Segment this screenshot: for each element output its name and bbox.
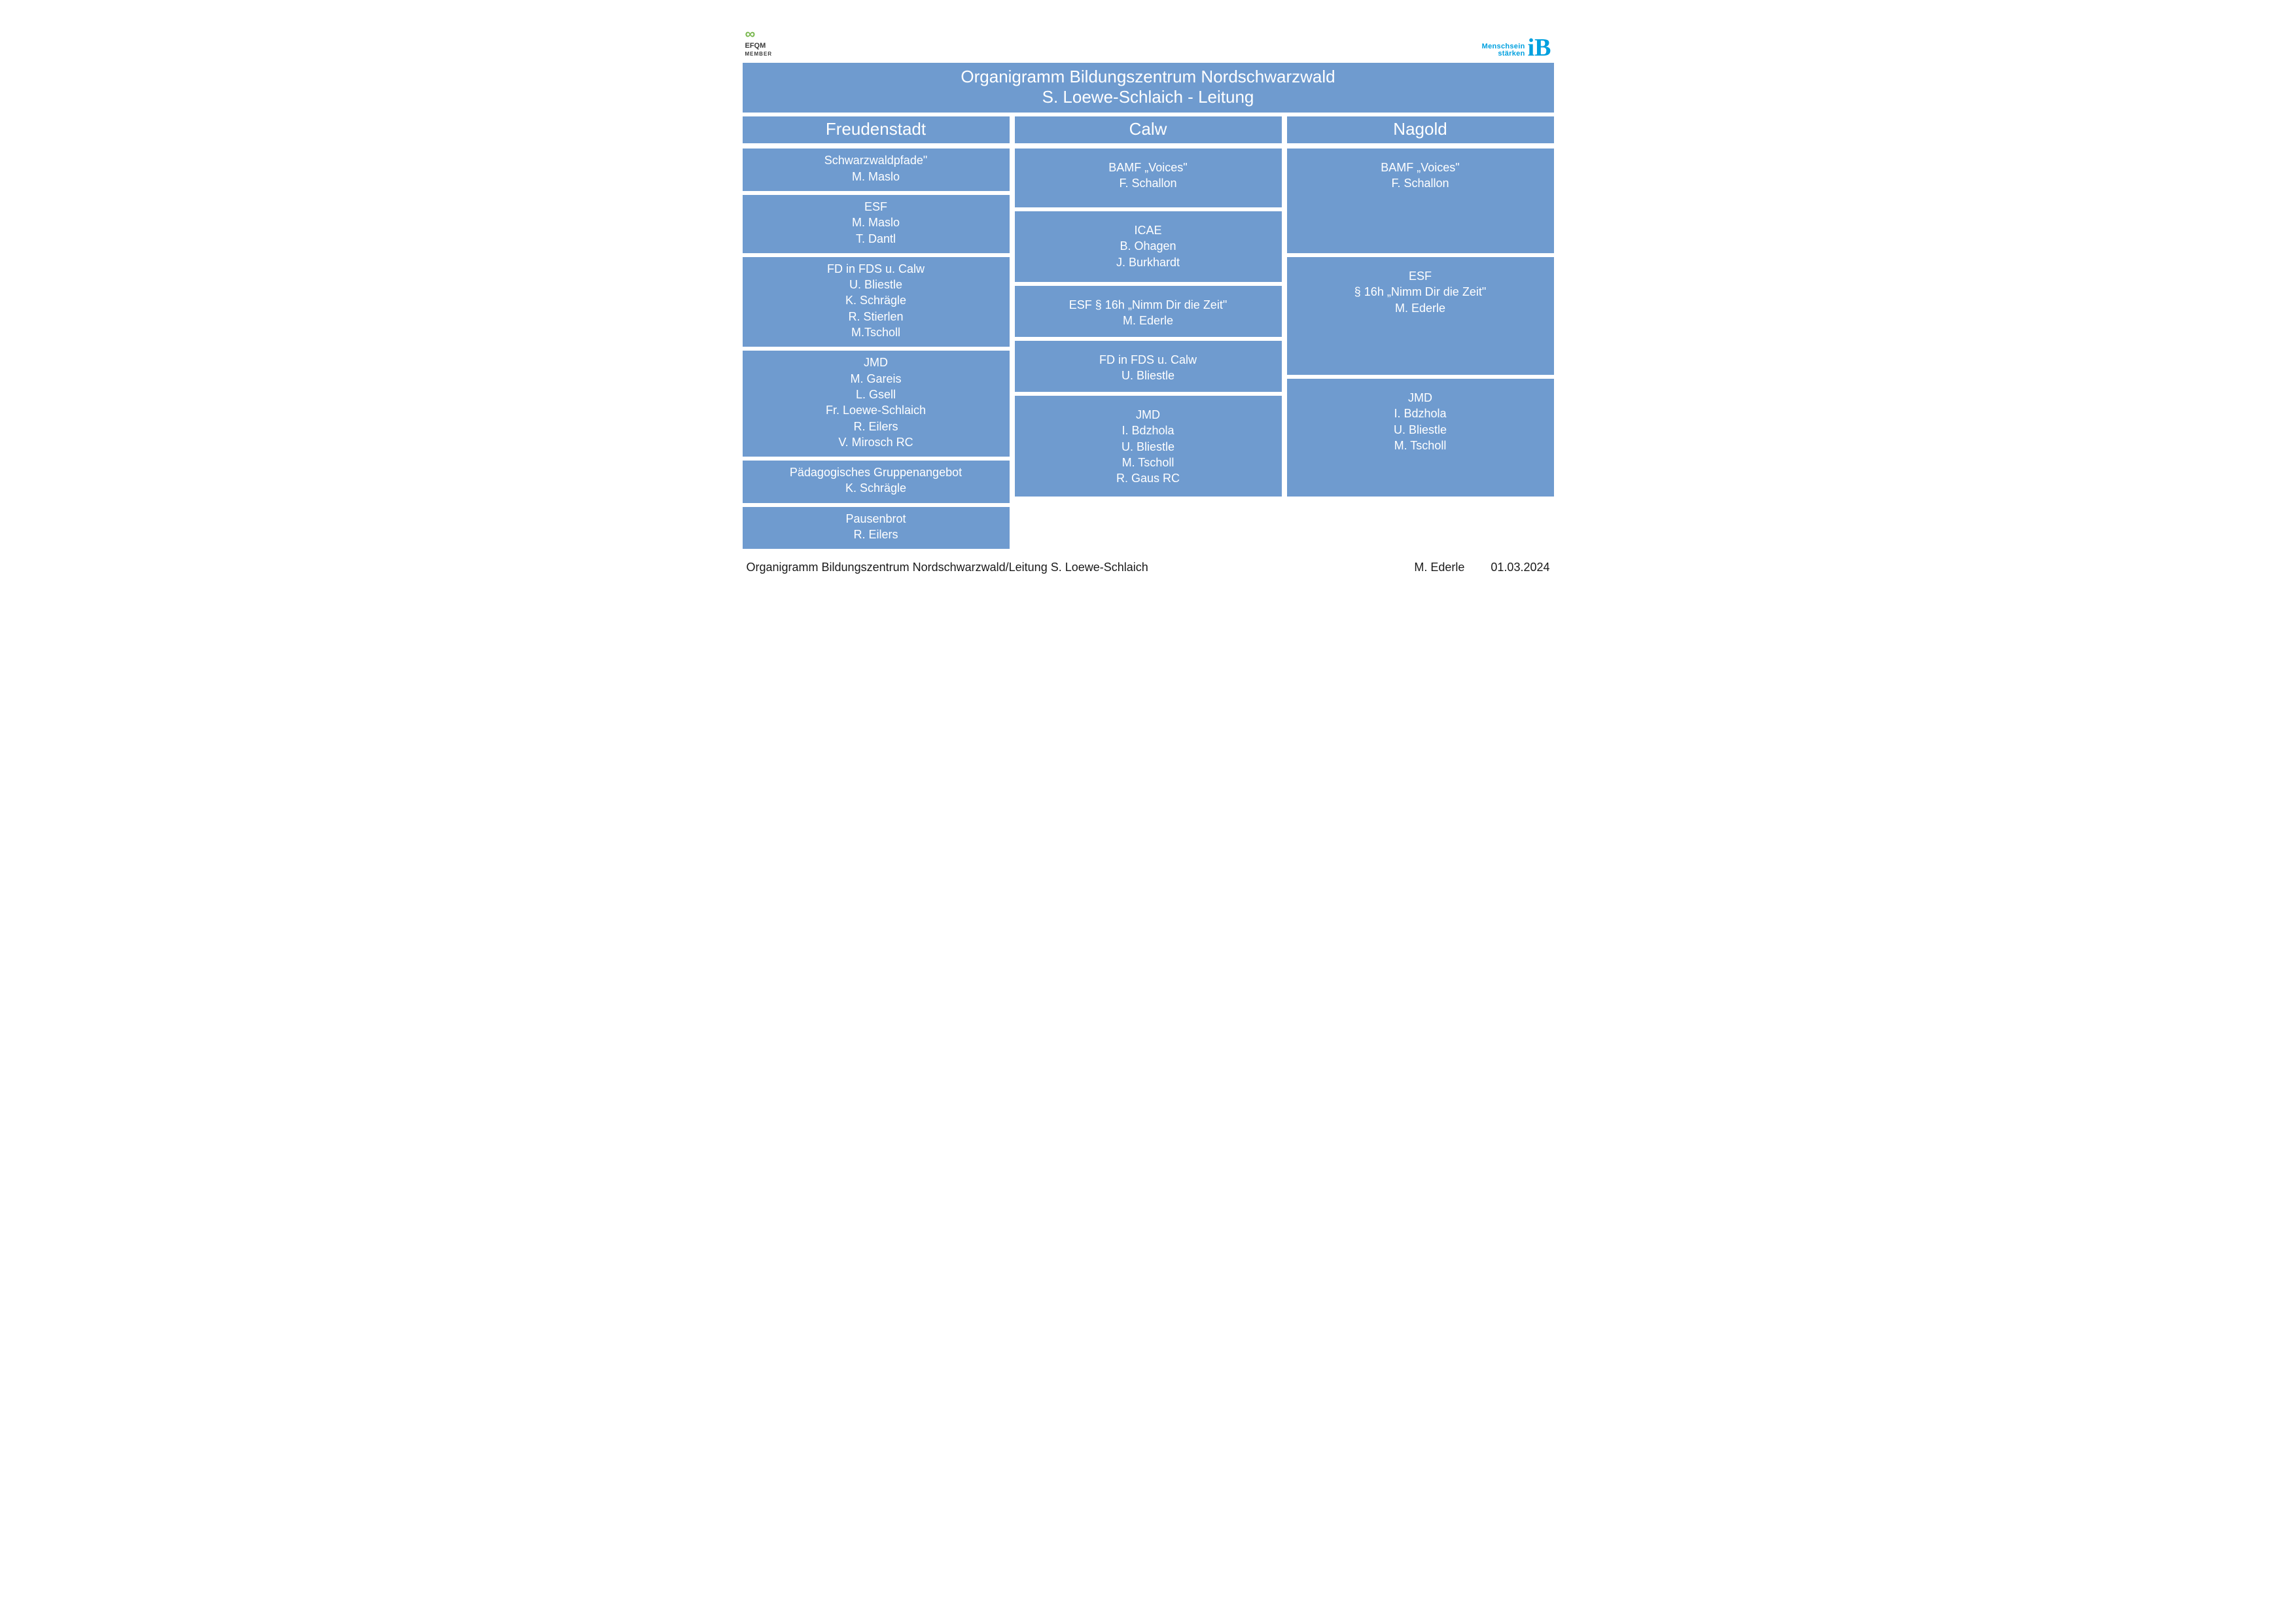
title-line-2: S. Loewe-Schlaich - Leitung: [743, 87, 1554, 107]
org-box-line: M. Tscholl: [1020, 455, 1277, 470]
org-box-line: M.Tscholl: [748, 324, 1004, 340]
org-box-line: [1020, 215, 1277, 222]
footer-date: 01.03.2024: [1491, 561, 1549, 574]
col-freudenstadt: Schwarzwaldpfade"M. MasloESFM. MasloT. D…: [743, 148, 1010, 549]
org-box: JMDM. GareisL. GsellFr. Loewe-SchlaichR.…: [743, 351, 1010, 457]
col-nagold: BAMF „Voices"F. Schallon ESF§ 16h „Nimm …: [1287, 148, 1554, 497]
org-box-line: M. Tscholl: [1292, 438, 1549, 453]
org-box-line: M. Maslo: [748, 215, 1004, 230]
org-box-line: FD in FDS u. Calw: [1020, 352, 1277, 368]
org-box: BAMF „Voices"F. Schallon: [1287, 148, 1554, 253]
page-footer: Organigramm Bildungszentrum Nordschwarzw…: [743, 561, 1554, 574]
org-box-line: F. Schallon: [1020, 175, 1277, 191]
org-box-line: J. Burkhardt: [1020, 254, 1277, 270]
org-box: Schwarzwaldpfade"M. Maslo: [743, 148, 1010, 191]
org-box-line: ICAE: [1020, 222, 1277, 238]
org-box: ICAEB. OhagenJ. Burkhardt: [1015, 211, 1282, 282]
ib-letters: iB: [1528, 38, 1551, 58]
org-box: ESF§ 16h „Nimm Dir die Zeit"M. Ederle: [1287, 257, 1554, 375]
org-box: JMDI. BdzholaU. BliestleM. TschollR. Gau…: [1015, 396, 1282, 497]
org-box-line: [1020, 290, 1277, 297]
org-box-line: ESF: [1292, 268, 1549, 284]
org-box-line: FD in FDS u. Calw: [748, 261, 1004, 277]
org-box-line: JMD: [1292, 390, 1549, 406]
org-box-line: U. Bliestle: [1292, 422, 1549, 438]
loc-freudenstadt: Freudenstadt: [743, 116, 1010, 143]
org-box-line: Fr. Loewe-Schlaich: [748, 402, 1004, 418]
org-box-line: I. Bdzhola: [1292, 406, 1549, 421]
org-box-line: BAMF „Voices": [1020, 160, 1277, 175]
org-box-line: U. Bliestle: [1020, 368, 1277, 383]
org-box-line: K. Schrägle: [748, 480, 1004, 496]
efqm-text: EFQM: [745, 42, 766, 50]
org-box-line: M. Gareis: [748, 371, 1004, 387]
org-box-line: Pädagogisches Gruppenangebot: [748, 464, 1004, 480]
org-box-line: Pausenbrot: [748, 511, 1004, 527]
efqm-infinity-icon: ∞: [745, 26, 756, 42]
ib-logo: Menschsein stärken iB: [1482, 38, 1551, 58]
org-box-line: M. Ederle: [1292, 300, 1549, 316]
org-box-line: [1292, 383, 1549, 390]
location-headers: Freudenstadt Calw Nagold: [743, 116, 1554, 143]
org-box: BAMF „Voices"F. Schallon: [1015, 148, 1282, 207]
org-box-line: R. Stierlen: [748, 309, 1004, 324]
org-box-line: U. Bliestle: [748, 277, 1004, 292]
org-box-line: M. Ederle: [1020, 313, 1277, 328]
org-box-line: U. Bliestle: [1020, 439, 1277, 455]
org-box-line: [1020, 152, 1277, 160]
org-box-line: V. Mirosch RC: [748, 434, 1004, 450]
efqm-logo: ∞ EFQM MEMBER: [745, 26, 773, 58]
col-calw: BAMF „Voices"F. Schallon ICAEB. OhagenJ.…: [1015, 148, 1282, 497]
org-box-line: T. Dantl: [748, 231, 1004, 247]
org-box-line: [1292, 261, 1549, 268]
org-box-line: Schwarzwaldpfade": [748, 152, 1004, 168]
org-columns: Schwarzwaldpfade"M. MasloESFM. MasloT. D…: [743, 148, 1554, 549]
org-box-line: M. Maslo: [748, 169, 1004, 184]
org-box-line: ESF § 16h „Nimm Dir die Zeit": [1020, 297, 1277, 313]
org-box-line: [1292, 152, 1549, 160]
org-box: ESFM. MasloT. Dantl: [743, 195, 1010, 253]
org-box: PausenbrotR. Eilers: [743, 507, 1010, 550]
footer-author: M. Ederle: [1414, 561, 1464, 574]
header-logos: ∞ EFQM MEMBER Menschsein stärken iB: [743, 26, 1554, 58]
org-box-line: F. Schallon: [1292, 175, 1549, 191]
loc-nagold: Nagold: [1287, 116, 1554, 143]
org-box-line: § 16h „Nimm Dir die Zeit": [1292, 284, 1549, 300]
ib-tagline-2: stärken: [1482, 50, 1525, 58]
org-box-line: L. Gsell: [748, 387, 1004, 402]
org-box-line: [1020, 400, 1277, 407]
org-box-line: B. Ohagen: [1020, 238, 1277, 254]
org-box: Pädagogisches GruppenangebotK. Schrägle: [743, 461, 1010, 503]
title-line-1: Organigramm Bildungszentrum Nordschwarzw…: [743, 67, 1554, 87]
org-box-line: JMD: [748, 355, 1004, 370]
org-box: JMDI. BdzholaU. BliestleM. Tscholl: [1287, 379, 1554, 497]
org-box-line: R. Eilers: [748, 527, 1004, 542]
org-box-line: BAMF „Voices": [1292, 160, 1549, 175]
org-box-line: R. Eilers: [748, 419, 1004, 434]
org-box-line: R. Gaus RC: [1020, 470, 1277, 486]
org-box-line: [1020, 345, 1277, 352]
org-box: FD in FDS u. CalwU. BliestleK. SchrägleR…: [743, 257, 1010, 347]
efqm-member: MEMBER: [745, 51, 773, 57]
footer-left: Organigramm Bildungszentrum Nordschwarzw…: [747, 561, 1148, 574]
org-box: ESF § 16h „Nimm Dir die Zeit"M. Ederle: [1015, 286, 1282, 337]
loc-calw: Calw: [1015, 116, 1282, 143]
org-box-line: I. Bdzhola: [1020, 423, 1277, 438]
org-box: FD in FDS u. CalwU. Bliestle: [1015, 341, 1282, 392]
org-box-line: K. Schrägle: [748, 292, 1004, 308]
org-box-line: ESF: [748, 199, 1004, 215]
org-title-bar: Organigramm Bildungszentrum Nordschwarzw…: [743, 63, 1554, 113]
org-box-line: JMD: [1020, 407, 1277, 423]
